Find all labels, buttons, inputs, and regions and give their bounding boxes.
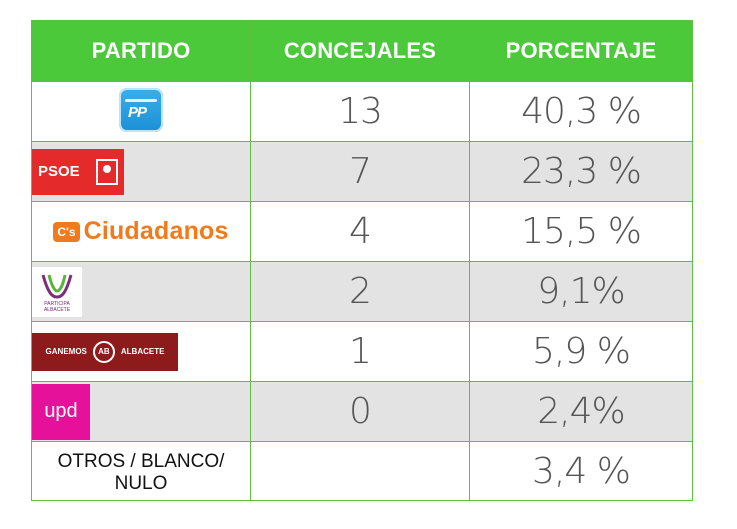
party-cell: upd	[31, 381, 251, 442]
porcentaje-cell: 2,4%	[469, 381, 693, 442]
porcentaje-cell: 9,1%	[469, 261, 693, 322]
concejales-cell: 7	[250, 141, 470, 202]
ab-circle-icon: AB	[92, 340, 115, 363]
table-row: PSOE 7 23,3 %	[31, 141, 693, 202]
header-porcentaje: PORCENTAJE	[469, 20, 693, 82]
header-concejales: CONCEJALES	[250, 20, 470, 82]
concejales-cell	[250, 441, 470, 501]
table-row: PARTICIPA ALBACETE 2 9,1%	[31, 261, 693, 322]
ganemos-albacete-logo: GANEMOS AB ALBACETE	[32, 332, 178, 371]
otros-label: OTROS / BLANCO/ NULO	[31, 441, 251, 501]
pp-logo: PP	[119, 87, 163, 132]
results-table-container: PARTIDO CONCEJALES PORCENTAJE PP 13 40,3…	[31, 20, 693, 501]
table-row: PP 13 40,3 %	[31, 81, 693, 142]
participa-albacete-logo: PARTICIPA ALBACETE	[32, 266, 82, 317]
upd-logo: upd	[32, 383, 90, 440]
party-cell: GANEMOS AB ALBACETE	[31, 321, 251, 382]
header-partido: PARTIDO	[31, 20, 251, 82]
table-row: C's Ciudadanos 4 15,5 %	[31, 201, 693, 262]
porcentaje-cell: 5,9 %	[469, 321, 693, 382]
party-cell: PSOE	[31, 141, 251, 202]
porcentaje-cell: 23,3 %	[469, 141, 693, 202]
ciudadanos-logo: C's Ciudadanos	[32, 217, 250, 246]
concejales-cell: 4	[250, 201, 470, 262]
concejales-cell: 0	[250, 381, 470, 442]
porcentaje-cell: 3,4 %	[469, 441, 693, 501]
concejales-cell: 1	[250, 321, 470, 382]
concejales-cell: 13	[250, 81, 470, 142]
concejales-cell: 2	[250, 261, 470, 322]
party-cell: C's Ciudadanos	[31, 201, 251, 262]
table-header-row: PARTIDO CONCEJALES PORCENTAJE	[31, 20, 693, 82]
table-row: GANEMOS AB ALBACETE 1 5,9 %	[31, 321, 693, 382]
table-row: upd 0 2,4%	[31, 381, 693, 442]
porcentaje-cell: 15,5 %	[469, 201, 693, 262]
rose-fist-icon	[96, 158, 118, 185]
party-cell: PP	[31, 81, 251, 142]
porcentaje-cell: 40,3 %	[469, 81, 693, 142]
election-results-table: PARTIDO CONCEJALES PORCENTAJE PP 13 40,3…	[31, 20, 693, 501]
party-cell: PARTICIPA ALBACETE	[31, 261, 251, 322]
participa-emblem-icon	[41, 274, 73, 299]
psoe-logo: PSOE	[32, 148, 124, 195]
table-row: OTROS / BLANCO/ NULO 3,4 %	[31, 441, 693, 501]
